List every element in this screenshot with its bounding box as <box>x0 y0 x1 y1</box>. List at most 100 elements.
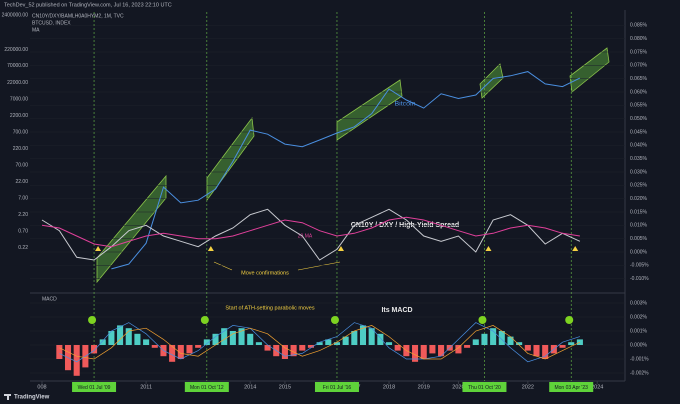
x-tick-label: 2020 <box>452 384 464 390</box>
x-tick-label: 2022 <box>522 384 534 390</box>
histogram-bar <box>490 328 497 345</box>
y2-tick-label: 0.035% <box>630 156 648 162</box>
x-tick-label: 2015 <box>279 384 291 390</box>
y2-tick-label: 0.000% <box>630 342 648 348</box>
y2-tick-label: 0.005% <box>630 236 648 242</box>
histogram-bar <box>255 342 262 345</box>
y-tick-label: 70000.00 <box>7 63 28 69</box>
parabolic-start-marker <box>565 316 574 324</box>
y2-tick-label: 0.020% <box>630 196 648 202</box>
logo <box>4 394 11 400</box>
event-label: Mon 03 Apr '23 <box>554 385 588 391</box>
channel <box>96 174 167 284</box>
histogram-bar <box>143 339 150 345</box>
annotation: Its MACD <box>381 307 412 314</box>
y-tick-label: 0.22 <box>18 245 28 251</box>
histogram-bar <box>238 328 245 345</box>
histogram-bar <box>438 345 445 357</box>
histogram-bar <box>507 336 514 345</box>
histogram-bar <box>394 345 401 351</box>
y-tick-label: 220000.00 <box>4 47 28 53</box>
histogram-bar <box>195 345 202 348</box>
y2-tick-label: 0.045% <box>630 129 648 135</box>
histogram-bar <box>221 328 228 345</box>
y2-tick-label: -0.005% <box>630 263 649 269</box>
parabolic-start-marker <box>88 316 97 324</box>
confirmation-marker <box>485 246 492 251</box>
histogram-bar <box>420 345 427 359</box>
y-tick-label: 7.00 <box>18 195 28 201</box>
pointer <box>297 261 341 271</box>
histogram-bar <box>108 331 115 345</box>
y2-tick-label: -0.001% <box>630 356 649 362</box>
x-tick-label: 2024 <box>591 384 603 390</box>
histogram-bar <box>125 328 132 345</box>
pointer <box>213 261 233 271</box>
histogram-bar <box>333 342 341 345</box>
histogram-bar <box>177 345 184 359</box>
header: TechDev_52 published on TradingView.com,… <box>4 2 172 8</box>
confirmation-marker <box>207 246 214 251</box>
histogram-bar <box>342 336 349 345</box>
histogram-bar <box>99 339 106 345</box>
series-line <box>41 216 580 248</box>
y2-tick-label: 0.025% <box>630 183 648 189</box>
parabolic-channels <box>96 47 610 284</box>
series-line <box>59 322 581 363</box>
histogram-bar <box>299 345 306 351</box>
y2-tick-label: 0.030% <box>630 169 648 175</box>
y-tick-label: 22000.00 <box>7 80 28 86</box>
x-tick-label: 2011 <box>140 384 152 390</box>
histogram-bar <box>429 345 436 354</box>
x-tick-label: 2014 <box>244 384 256 390</box>
event-box <box>184 382 229 392</box>
confirmation-marker <box>337 246 344 251</box>
y-tick-label: 2.20 <box>18 212 28 218</box>
annotation: Start of ATH-setting parabolic moves <box>225 305 314 311</box>
y2-tick-label: 0.010% <box>630 223 648 229</box>
x-tick-label: 2018 <box>383 384 395 390</box>
event-label: Thu 01 Oct '20 <box>468 385 501 391</box>
histogram-bar <box>281 345 288 359</box>
histogram-bar <box>134 333 141 345</box>
histogram-bar <box>516 342 523 345</box>
histogram-bar <box>533 345 540 357</box>
histogram-bar <box>325 339 332 345</box>
series-line <box>41 208 581 261</box>
histogram-bar <box>524 345 531 351</box>
histogram-bar <box>542 345 549 359</box>
y-tick-label: 2200.00 <box>10 113 28 119</box>
y-tick-label: 220.00 <box>13 146 29 152</box>
histogram-bar <box>559 345 566 348</box>
histogram-bar <box>368 328 375 345</box>
histogram-bar <box>464 345 471 348</box>
annotation: Move confirmations <box>241 270 289 276</box>
histogram-bar <box>56 345 63 359</box>
parabolic-start-marker <box>478 316 487 324</box>
y-tick-label: 7000.00 <box>10 96 28 102</box>
event-box <box>72 382 117 392</box>
y2-tick-label: 0.070% <box>630 63 648 69</box>
event-box <box>314 382 359 392</box>
series-label: 20 MA <box>298 233 313 239</box>
y-tick-label: 22.00 <box>15 179 28 185</box>
histogram-bar <box>264 345 271 351</box>
channel <box>569 47 610 93</box>
histogram-bar <box>117 325 124 345</box>
event-box <box>462 382 507 392</box>
histogram-bar <box>351 331 358 345</box>
y2-tick-label: 0.015% <box>630 209 648 215</box>
y-tick-label: 0.70 <box>18 228 28 234</box>
y-tick-label: 700.00 <box>13 129 29 135</box>
panel-title: MACD <box>42 296 57 302</box>
confirmation-marker <box>95 246 102 251</box>
event-label: Fri 01 Jul '16 <box>323 385 352 391</box>
histogram-bar <box>481 333 488 345</box>
histogram-bar <box>412 345 419 362</box>
y2-tick-label: 0.080% <box>630 36 648 42</box>
y2-tick-label: 0.050% <box>630 116 648 122</box>
histogram-bar <box>203 339 210 345</box>
series-line <box>59 325 581 360</box>
x-tick-label: 2019 <box>418 384 430 390</box>
